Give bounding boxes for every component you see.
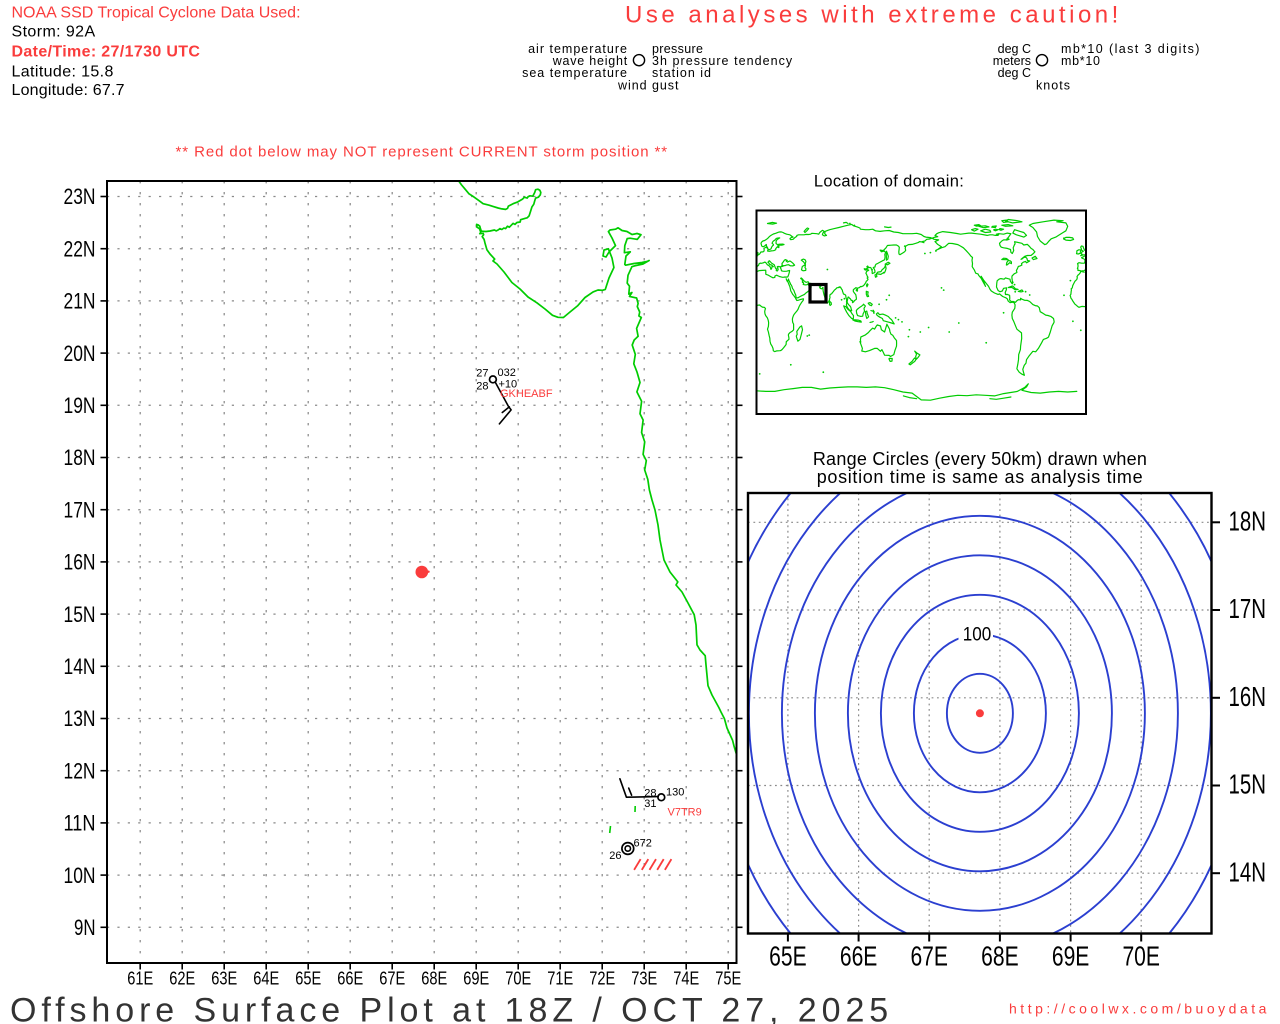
svg-text:Offshore Surface Plot at 18Z /: Offshore Surface Plot at 18Z / OCT 27, 2… — [10, 992, 893, 1024]
svg-text:68E: 68E — [981, 940, 1019, 971]
svg-text:15N: 15N — [64, 602, 96, 627]
svg-text:75E: 75E — [715, 968, 741, 989]
svg-text:14N: 14N — [1229, 856, 1267, 887]
svg-text:14N: 14N — [64, 654, 96, 679]
svg-text:pressure: pressure — [652, 42, 703, 56]
svg-text:mb*10: mb*10 — [1061, 54, 1101, 68]
svg-text:Latitude: 15.8: Latitude: 15.8 — [12, 64, 114, 81]
svg-text:70E: 70E — [1122, 940, 1160, 971]
svg-text:knots: knots — [1036, 79, 1071, 93]
svg-text:66E: 66E — [840, 940, 878, 971]
svg-text:wind gust: wind gust — [617, 79, 679, 93]
svg-text:+10: +10 — [499, 378, 518, 390]
svg-text:Date/Time: 27/1730 UTC: Date/Time: 27/1730 UTC — [12, 43, 201, 60]
svg-text:67E: 67E — [379, 968, 405, 989]
svg-text:3h pressure tendency: 3h pressure tendency — [652, 54, 793, 68]
svg-text:sea temperature: sea temperature — [522, 66, 628, 80]
svg-text:air temperature: air temperature — [528, 42, 628, 56]
svg-text:position time is same as analy: position time is same as analysis time — [817, 467, 1144, 487]
svg-text:21N: 21N — [64, 289, 96, 314]
svg-text:130: 130 — [666, 786, 684, 798]
svg-text:26: 26 — [609, 850, 621, 862]
svg-text:67E: 67E — [910, 940, 948, 971]
svg-text:032: 032 — [498, 367, 516, 379]
svg-text:Storm: 92A: Storm: 92A — [12, 23, 96, 40]
svg-text:28: 28 — [476, 380, 488, 392]
svg-text:63E: 63E — [211, 968, 237, 989]
svg-text:Use analyses with extreme caut: Use analyses with extreme caution! — [625, 2, 1122, 29]
svg-text:18N: 18N — [64, 445, 96, 470]
svg-text:11N: 11N — [64, 811, 96, 836]
svg-text:17N: 17N — [1229, 593, 1267, 624]
svg-text:Range Circles (every 50km) dra: Range Circles (every 50km) drawn when — [813, 449, 1147, 469]
svg-text:31: 31 — [644, 798, 656, 810]
svg-text:10N: 10N — [64, 863, 96, 888]
svg-text:20N: 20N — [64, 341, 96, 366]
svg-text:deg C: deg C — [998, 66, 1031, 80]
svg-text:NOAA SSD Tropical Cyclone Data: NOAA SSD Tropical Cyclone Data Used: — [12, 5, 301, 22]
svg-text:deg C: deg C — [998, 42, 1031, 56]
svg-text:65E: 65E — [295, 968, 321, 989]
svg-text:72E: 72E — [589, 968, 615, 989]
svg-text:GKHEABF: GKHEABF — [500, 388, 553, 400]
svg-text:17N: 17N — [64, 497, 96, 522]
svg-text:station id: station id — [652, 66, 712, 80]
svg-text:28: 28 — [644, 787, 656, 799]
svg-text:65E: 65E — [769, 940, 807, 971]
svg-text:71E: 71E — [547, 968, 573, 989]
svg-text:66E: 66E — [337, 968, 363, 989]
svg-text:23N: 23N — [64, 184, 96, 209]
svg-text:13N: 13N — [64, 706, 96, 731]
svg-text:62E: 62E — [169, 968, 195, 989]
svg-text:69E: 69E — [1052, 940, 1090, 971]
svg-text:68E: 68E — [421, 968, 447, 989]
svg-text:61E: 61E — [127, 968, 153, 989]
svg-text:64E: 64E — [253, 968, 279, 989]
svg-text:meters: meters — [993, 54, 1031, 68]
svg-text:100: 100 — [963, 624, 992, 646]
svg-text:16N: 16N — [1229, 681, 1267, 712]
svg-text:Longitude: 67.7: Longitude: 67.7 — [12, 82, 125, 99]
svg-text:74E: 74E — [673, 968, 699, 989]
svg-text:672: 672 — [634, 838, 652, 850]
svg-text:12N: 12N — [64, 758, 96, 783]
svg-text:22N: 22N — [64, 236, 96, 261]
svg-text:9N: 9N — [74, 915, 96, 940]
svg-text:** Red dot below may NOT repre: ** Red dot below may NOT represent CURRE… — [176, 144, 669, 161]
svg-text:mb*10 (last 3 digits): mb*10 (last 3 digits) — [1061, 42, 1201, 56]
svg-text:wave height: wave height — [552, 54, 628, 68]
svg-text:http://coolwx.com/buoydata: http://coolwx.com/buoydata — [1009, 1001, 1270, 1017]
svg-text:V7TR9: V7TR9 — [668, 807, 702, 819]
svg-text:27: 27 — [476, 368, 488, 380]
svg-text:18N: 18N — [1229, 506, 1267, 537]
svg-text:16N: 16N — [64, 550, 96, 575]
svg-text:Location of domain:: Location of domain: — [814, 173, 964, 191]
svg-text:15N: 15N — [1229, 769, 1267, 800]
svg-text:73E: 73E — [631, 968, 657, 989]
svg-text:70E: 70E — [505, 968, 531, 989]
svg-text:69E: 69E — [463, 968, 489, 989]
svg-text:19N: 19N — [64, 393, 96, 418]
